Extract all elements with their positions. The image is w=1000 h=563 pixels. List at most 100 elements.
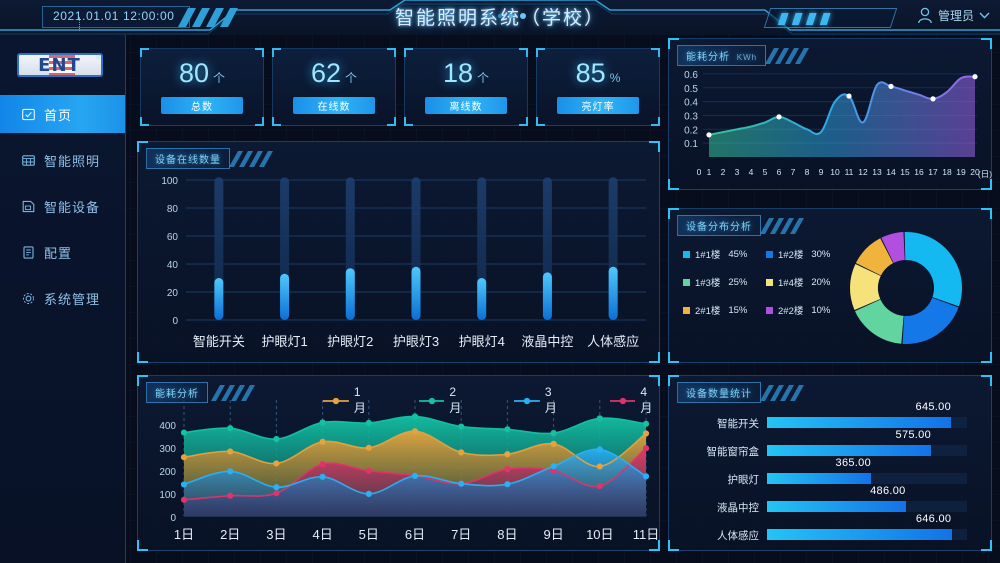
device-count-track <box>767 473 967 484</box>
logo-registered-mark: ® <box>95 55 101 61</box>
legend-label: 1#3楼 <box>695 278 721 289</box>
legend-item[interactable]: 2#2楼 10% <box>766 303 843 317</box>
kpi-card-total[interactable]: 80 个 总数 <box>140 48 264 126</box>
svg-text:7日: 7日 <box>451 527 471 542</box>
svg-text:2: 2 <box>721 167 726 177</box>
sidebar-item-system-management[interactable]: 系统管理 <box>0 279 125 317</box>
svg-text:护眼灯4: 护眼灯4 <box>459 334 505 349</box>
kpi-card-online[interactable]: 62 个 在线数 <box>272 48 396 126</box>
svg-text:1: 1 <box>707 167 712 177</box>
energy-bottom-chart: 0 100 200 300 400 1日 2日 3日 4日 5日 6日 7日 8日 9日 10日 11日 <box>159 400 660 542</box>
user-menu[interactable]: 管理员 <box>917 7 990 24</box>
svg-text:0.1: 0.1 <box>684 139 698 150</box>
title-slash-icon <box>760 384 804 401</box>
legend-label: 1#1楼 <box>695 250 721 261</box>
legend-item[interactable]: 1#2楼 30% <box>766 247 843 261</box>
kpi-label: 总数 <box>161 97 243 114</box>
panel-energy-bottom: 能耗分析 1月 2月 3月 <box>137 375 660 551</box>
kpi-card-offline[interactable]: 18 个 离线数 <box>404 48 528 126</box>
title-slash-icon <box>760 217 804 234</box>
clock-tick-icon <box>79 17 81 31</box>
header-deco-bar <box>763 8 898 28</box>
svg-text:0: 0 <box>172 316 178 327</box>
sidebar-item-smart-device[interactable]: 智能设备 <box>0 187 125 225</box>
svg-text:1日: 1日 <box>174 527 194 542</box>
svg-text:0: 0 <box>697 167 702 177</box>
kpi-card-lit-rate[interactable]: 85 % 亮灯率 <box>536 48 660 126</box>
device-count-bar <box>767 501 906 512</box>
legend-marker-icon <box>323 397 349 404</box>
sidebar-item-label: 智能设备 <box>44 199 101 215</box>
svg-text:300: 300 <box>159 444 176 455</box>
panel-device-count: 设备数量统计 智能开关 645.00 智能窗帘盒 575.00 护眼灯 365.00 液晶中… <box>668 375 992 551</box>
logo-stripe <box>48 55 75 75</box>
panel-title-unit: KWh <box>736 53 758 62</box>
app-logo: ENT ® <box>16 53 109 79</box>
svg-text:(日): (日) <box>978 169 992 179</box>
device-count-label: 人体感应 <box>717 530 759 542</box>
legend-label: 1#2楼 <box>778 250 804 261</box>
sidebar: ENT ® 首页 智能照明 智能设备 配置 <box>0 35 126 563</box>
svg-text:液晶中控: 液晶中控 <box>521 334 573 349</box>
panel-energy-top: 能耗分析 KWh 0.1 0.2 0.3 0.4 0.5 0.6 0 <box>668 38 992 190</box>
svg-text:护眼灯2: 护眼灯2 <box>327 334 373 349</box>
legend-item[interactable]: 3月 <box>514 385 564 416</box>
legend-label: 1#4楼 <box>778 278 804 289</box>
kpi-value: 80 <box>178 58 210 88</box>
device-count-bar <box>767 529 952 540</box>
legend-item[interactable]: 2月 <box>418 385 469 416</box>
sidebar-item-label: 智能照明 <box>44 153 101 169</box>
svg-text:0.2: 0.2 <box>684 125 698 136</box>
legend-item[interactable]: 2#1楼 15% <box>683 303 760 317</box>
device-count-track <box>767 445 967 456</box>
legend-value: 15% <box>728 304 748 316</box>
legend-label: 2#2楼 <box>778 306 804 317</box>
clock-display: 2021.01.01 12:00:00 <box>42 6 190 31</box>
kpi-label: 在线数 <box>293 97 375 114</box>
legend-item[interactable]: 1#1楼 45% <box>683 247 760 261</box>
panel-title-text: 能耗分析 <box>155 389 199 400</box>
panel-title-device-count: 设备数量统计 <box>677 382 812 403</box>
home-icon <box>22 108 35 120</box>
legend-item[interactable]: 1#3楼 25% <box>683 275 760 289</box>
device-count-track <box>767 501 967 512</box>
svg-text:9日: 9日 <box>543 527 563 542</box>
panel-title-energy-top: 能耗分析 KWh <box>677 45 817 66</box>
title-slash-icon <box>765 47 810 64</box>
legend-item[interactable]: 1月 <box>323 385 373 416</box>
svg-text:11日: 11日 <box>633 527 660 542</box>
header-dots-icon <box>487 13 526 19</box>
sidebar-item-config[interactable]: 配置 <box>0 233 125 271</box>
chevron-down-icon[interactable] <box>979 12 990 19</box>
lighting-icon <box>22 154 35 166</box>
device-icon <box>22 200 35 212</box>
svg-text:0: 0 <box>170 513 176 524</box>
svg-text:3日: 3日 <box>266 527 286 542</box>
device-count-value: 646.00 <box>915 513 952 525</box>
svg-text:智能开关: 智能开关 <box>193 334 245 349</box>
panel-title-text: 设备数量统计 <box>686 389 752 400</box>
svg-text:19: 19 <box>956 167 966 177</box>
svg-text:护眼灯3: 护眼灯3 <box>393 334 439 349</box>
legend-item[interactable]: 4月 <box>609 385 660 416</box>
clock-text: 2021.01.01 12:00:00 <box>53 9 175 23</box>
device-count-bar <box>767 473 872 484</box>
device-count-value: 365.00 <box>835 457 872 469</box>
svg-text:11: 11 <box>845 167 854 177</box>
svg-text:40: 40 <box>167 260 179 271</box>
svg-text:100: 100 <box>161 176 178 187</box>
logo-text: ENT <box>38 54 81 76</box>
legend-marker-icon <box>609 397 636 404</box>
svg-text:4日: 4日 <box>312 527 332 542</box>
panel-title-text: 设备在线数量 <box>155 155 221 166</box>
svg-text:6: 6 <box>777 167 782 177</box>
kpi-unit: 个 <box>345 71 358 85</box>
sidebar-item-smart-lighting[interactable]: 智能照明 <box>0 141 125 179</box>
svg-text:10: 10 <box>830 167 840 177</box>
legend-item[interactable]: 1#4楼 20% <box>766 275 843 289</box>
sidebar-item-home[interactable]: 首页 <box>0 95 125 133</box>
kpi-unit: % <box>609 71 621 85</box>
legend-value: 10% <box>811 304 831 316</box>
device-count-row: 液晶中控 486.00 <box>681 485 981 520</box>
donut-legend: 1#1楼 45% 1#2楼 30% 1#3楼 25% 1#4楼 20% 2#1楼… <box>683 247 843 317</box>
